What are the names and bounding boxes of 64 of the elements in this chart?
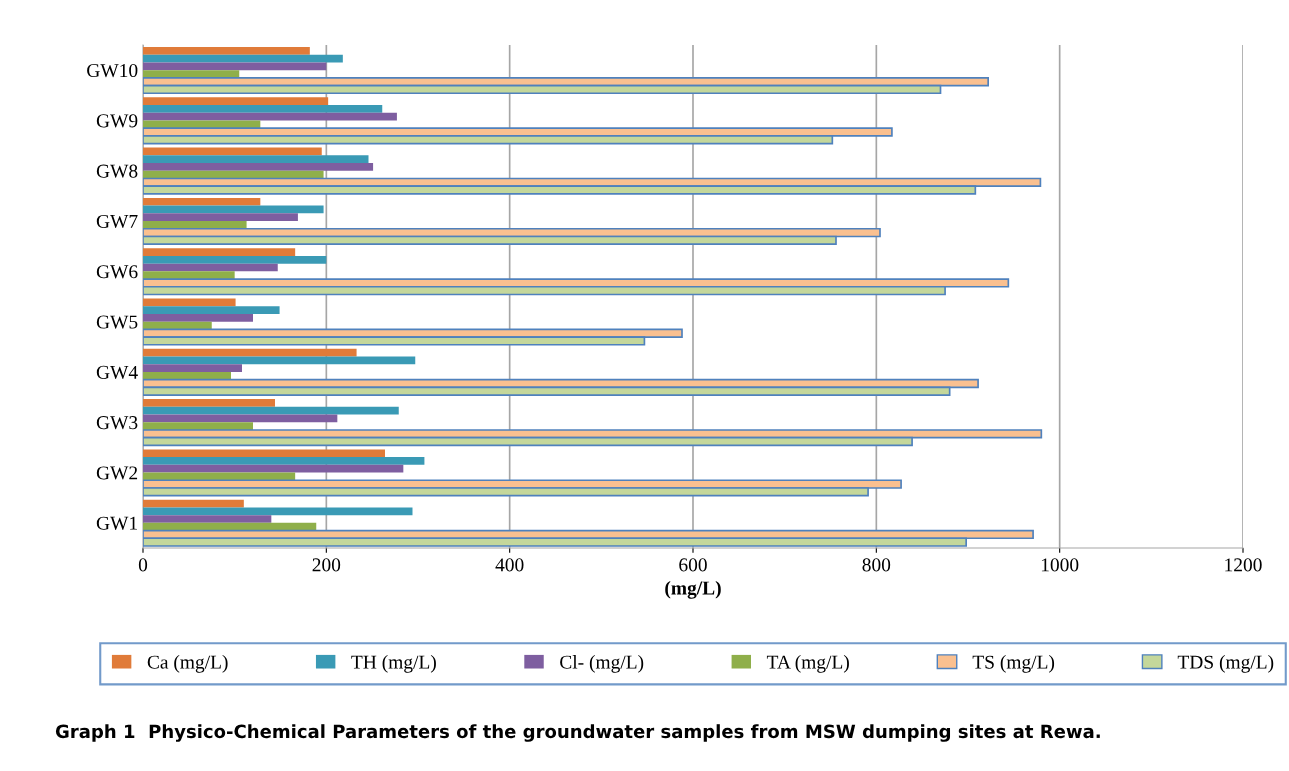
y-tick-label: GW3 xyxy=(96,416,138,430)
bar xyxy=(143,205,324,214)
legend-label: TH (mg/L) xyxy=(351,655,436,673)
caption: Graph 1 Physico-Chemical Parameters of the groundwater samples from MSW dumping sites at Rewa. xyxy=(55,724,1100,742)
y-tick-label: GW10 xyxy=(87,63,138,78)
bar xyxy=(143,406,399,415)
bar xyxy=(143,47,310,55)
bar xyxy=(143,112,397,121)
bar xyxy=(143,271,235,280)
legend-label: Ca (mg/L) xyxy=(147,655,228,673)
bar xyxy=(143,170,324,179)
bar xyxy=(143,263,278,272)
bar xyxy=(143,464,404,473)
legend-label: TDS (mg/L) xyxy=(1177,655,1274,673)
bar xyxy=(143,522,317,531)
bar xyxy=(143,306,280,314)
bar xyxy=(143,321,212,330)
x-tick-label: 400 xyxy=(495,558,524,572)
x-tick-label: 800 xyxy=(862,558,891,572)
bar xyxy=(143,120,261,129)
bar xyxy=(143,62,327,71)
bar xyxy=(143,298,236,307)
bar xyxy=(143,105,383,113)
x-tick-label: 1200 xyxy=(1225,558,1262,572)
legend-label: TS (mg/L) xyxy=(972,655,1055,673)
bar xyxy=(143,248,296,256)
bar xyxy=(143,155,369,164)
bar xyxy=(143,457,425,465)
x-axis-title: (mg/L) xyxy=(665,580,721,599)
y-tick-label: GW1 xyxy=(96,516,137,530)
y-tick-label: GW7 xyxy=(96,214,138,229)
y-tick-label: GW4 xyxy=(96,365,138,379)
bar xyxy=(143,97,329,106)
bar xyxy=(143,70,240,78)
bar xyxy=(143,371,231,380)
bar xyxy=(143,255,327,264)
legend-label: TA (mg/L) xyxy=(766,655,849,673)
y-tick-label: GW5 xyxy=(96,315,138,329)
y-tick-label: GW2 xyxy=(96,466,138,480)
bar xyxy=(143,163,374,171)
bar xyxy=(143,356,416,365)
bar xyxy=(143,422,253,430)
bar xyxy=(143,313,253,322)
bar xyxy=(143,364,242,372)
x-tick-label: 0 xyxy=(138,558,148,572)
y-tick-label: GW6 xyxy=(96,265,138,279)
bar xyxy=(143,54,343,63)
bar xyxy=(143,449,385,458)
bar xyxy=(143,507,413,516)
bar xyxy=(143,147,322,156)
bar xyxy=(143,348,357,357)
legend-label: Cl- (mg/L) xyxy=(560,655,644,673)
x-tick-label: 1000 xyxy=(1041,558,1079,572)
bar xyxy=(143,414,338,423)
y-tick-label: GW8 xyxy=(96,164,138,178)
bar xyxy=(143,213,298,222)
x-tick-label: 200 xyxy=(312,558,341,572)
x-tick-label: 600 xyxy=(679,558,707,572)
bar xyxy=(143,221,247,229)
y-tick-label: GW9 xyxy=(96,114,138,128)
bar xyxy=(143,197,261,206)
bar xyxy=(143,399,275,407)
bar xyxy=(143,499,244,508)
bar xyxy=(143,515,272,523)
